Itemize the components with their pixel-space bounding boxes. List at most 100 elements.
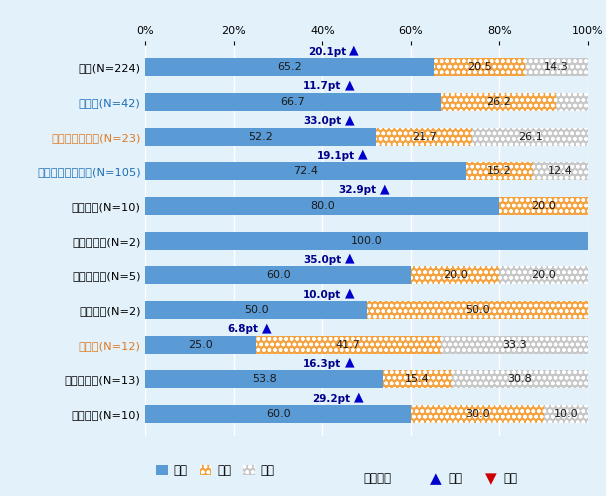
Bar	[145, 58, 434, 76]
Text: 20.0: 20.0	[531, 270, 556, 280]
Bar	[499, 197, 588, 215]
Text: ▲: ▲	[345, 356, 355, 369]
Bar	[434, 58, 525, 76]
Text: 50.0: 50.0	[465, 305, 490, 315]
Bar	[256, 336, 441, 354]
Text: ▲: ▲	[381, 183, 390, 195]
Bar	[145, 232, 588, 249]
Text: ▲: ▲	[345, 78, 355, 91]
Bar	[533, 162, 588, 180]
Bar	[451, 370, 588, 388]
Text: 60.0: 60.0	[266, 409, 290, 419]
Text: 50.0: 50.0	[244, 305, 268, 315]
Text: 16.3pt: 16.3pt	[303, 359, 342, 369]
Text: 20.0: 20.0	[443, 270, 467, 280]
Bar	[411, 266, 499, 284]
Text: 25.0: 25.0	[188, 340, 213, 350]
Bar	[466, 162, 533, 180]
Bar	[441, 336, 588, 354]
Bar	[544, 405, 588, 423]
Text: 20.0: 20.0	[531, 201, 556, 211]
Bar	[499, 197, 588, 215]
Bar	[499, 266, 588, 284]
Text: 52.2: 52.2	[248, 131, 273, 141]
Bar	[145, 127, 376, 145]
Text: 32.9pt: 32.9pt	[339, 186, 377, 195]
Bar	[411, 266, 499, 284]
Text: 12.4: 12.4	[548, 166, 573, 176]
Text: ▲: ▲	[354, 390, 364, 404]
Bar	[384, 370, 451, 388]
Text: ▲: ▲	[345, 113, 355, 126]
Bar	[145, 93, 441, 111]
Bar	[384, 370, 451, 388]
Bar	[367, 301, 588, 319]
Bar	[525, 58, 588, 76]
Text: 14.3: 14.3	[544, 62, 568, 72]
Bar	[145, 370, 384, 388]
Text: 10.0: 10.0	[553, 409, 578, 419]
Text: 33.0pt: 33.0pt	[303, 116, 342, 126]
Bar	[145, 301, 367, 319]
Text: 33.3: 33.3	[502, 340, 527, 350]
Text: 11.7pt: 11.7pt	[303, 81, 342, 91]
Text: ▲: ▲	[345, 287, 355, 300]
Bar	[472, 127, 588, 145]
Text: 増加: 増加	[448, 472, 462, 485]
Bar	[411, 405, 544, 423]
Text: 15.4: 15.4	[405, 374, 430, 384]
Text: 30.8: 30.8	[507, 374, 532, 384]
Bar	[466, 162, 533, 180]
Text: ▲: ▲	[345, 252, 355, 265]
Text: 29.2pt: 29.2pt	[312, 393, 350, 404]
Text: 20.5: 20.5	[467, 62, 491, 72]
Bar	[441, 93, 556, 111]
Bar	[145, 336, 256, 354]
Text: 41.7: 41.7	[336, 340, 361, 350]
Bar	[376, 127, 472, 145]
Bar	[525, 58, 588, 76]
Text: 26.1: 26.1	[518, 131, 542, 141]
Text: 昨対比：: 昨対比：	[364, 472, 391, 485]
Text: ▲: ▲	[262, 321, 271, 334]
Text: 21.7: 21.7	[412, 131, 437, 141]
Text: 72.4: 72.4	[293, 166, 318, 176]
Legend: 黒字, 均衡, 赤字: 黒字, 均衡, 赤字	[152, 459, 279, 482]
Text: ▲: ▲	[350, 44, 359, 57]
Text: ▲: ▲	[358, 148, 368, 161]
Text: 66.7: 66.7	[281, 97, 305, 107]
Text: 20.1pt: 20.1pt	[308, 47, 346, 57]
Bar	[145, 405, 411, 423]
Text: 100.0: 100.0	[351, 236, 382, 246]
Bar	[472, 127, 588, 145]
Bar	[556, 93, 588, 111]
Bar	[451, 370, 588, 388]
Bar	[411, 405, 544, 423]
Text: 80.0: 80.0	[310, 201, 335, 211]
Bar	[376, 127, 472, 145]
Bar	[145, 197, 499, 215]
Bar	[556, 93, 588, 111]
Text: 30.0: 30.0	[465, 409, 490, 419]
Text: 19.1pt: 19.1pt	[316, 151, 355, 161]
Bar	[434, 58, 525, 76]
Text: 15.2: 15.2	[487, 166, 511, 176]
Text: 53.8: 53.8	[252, 374, 277, 384]
Bar	[441, 336, 588, 354]
Text: 6.8pt: 6.8pt	[227, 324, 258, 334]
Text: 65.2: 65.2	[278, 62, 302, 72]
Bar	[367, 301, 588, 319]
Bar	[441, 93, 556, 111]
Text: 26.2: 26.2	[486, 97, 511, 107]
Text: ▼: ▼	[485, 472, 496, 487]
Bar	[145, 162, 466, 180]
Text: 減少: 減少	[503, 472, 517, 485]
Text: 35.0pt: 35.0pt	[303, 255, 342, 265]
Bar	[499, 266, 588, 284]
Bar	[533, 162, 588, 180]
Bar	[544, 405, 588, 423]
Text: 10.0pt: 10.0pt	[303, 290, 342, 300]
Text: ▲: ▲	[430, 472, 442, 487]
Bar	[256, 336, 441, 354]
Bar	[145, 266, 411, 284]
